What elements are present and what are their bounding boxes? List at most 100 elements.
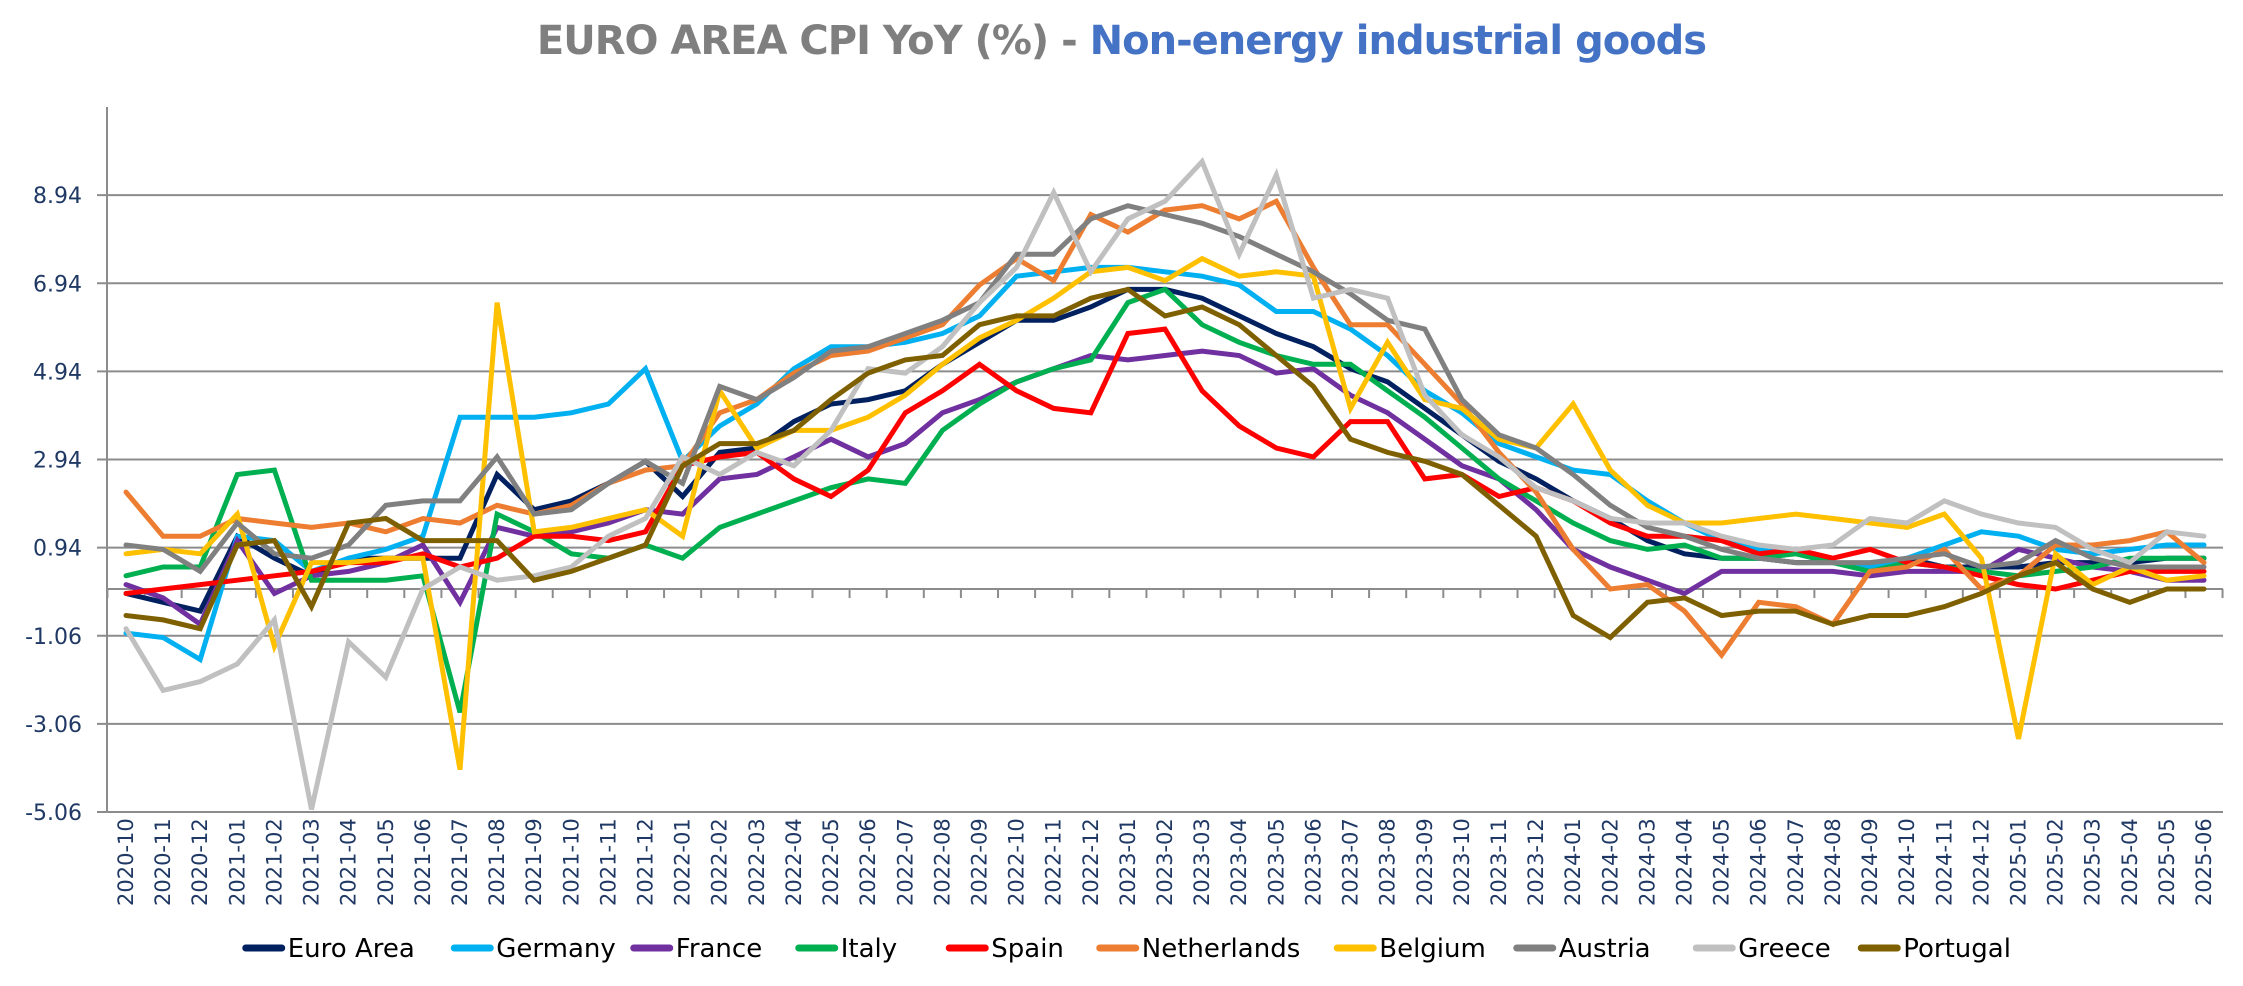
x-tick-label: 2022-12 — [1079, 818, 1103, 906]
x-tick-label: 2023-10 — [1450, 818, 1474, 906]
x-tick-label: 2025-02 — [2044, 818, 2068, 906]
x-tick-label: 2022-02 — [708, 818, 732, 906]
y-tick-label: -3.06 — [25, 713, 82, 738]
x-tick-label: 2023-05 — [1264, 818, 1288, 906]
x-tick-label: 2023-01 — [1116, 818, 1140, 906]
x-tick-label: 2022-04 — [782, 818, 806, 906]
legend-item-portugal[interactable]: Portugal — [1857, 934, 2011, 964]
legend-item-germany[interactable]: Germany — [450, 934, 616, 964]
x-tick-label: 2024-07 — [1784, 818, 1808, 906]
legend-label: Netherlands — [1142, 934, 1301, 964]
x-tick-label: 2024-10 — [1895, 818, 1919, 906]
x-tick-label: 2021-09 — [522, 818, 546, 906]
x-tick-label: 2020-11 — [151, 818, 175, 906]
legend-label: Austria — [1559, 934, 1651, 964]
chart-title: EURO AREA CPI YoY (%) - Non-energy indus… — [0, 18, 2243, 64]
legend: Euro Area Germany France Italy Spain Netherla… — [242, 934, 2011, 964]
x-tick-label: 2024-04 — [1673, 818, 1697, 906]
x-tick-label: 2021-02 — [262, 818, 286, 906]
legend-label: Greece — [1738, 934, 1831, 964]
x-tick-label: 2022-08 — [930, 818, 954, 906]
x-tick-label: 2024-03 — [1635, 818, 1659, 906]
x-tick-label: 2022-09 — [967, 818, 991, 906]
x-tick-label: 2022-05 — [819, 818, 843, 906]
legend-item-austria[interactable]: Austria — [1513, 934, 1651, 964]
legend-label: France — [676, 934, 762, 964]
x-tick-label: 2023-12 — [1524, 818, 1548, 906]
series-line-greece — [123, 157, 2207, 810]
y-tick-label: 4.94 — [33, 360, 82, 385]
x-tick-label: 2023-03 — [1190, 818, 1214, 906]
legend-label: Belgium — [1379, 934, 1486, 964]
legend-item-france[interactable]: France — [630, 934, 762, 964]
x-tick-label: 2022-01 — [671, 818, 695, 906]
x-tick-label: 2024-08 — [1821, 818, 1845, 906]
x-tick-label: 2022-11 — [1042, 818, 1066, 906]
x-tick-label: 2021-12 — [634, 818, 658, 906]
x-tick-label: 2023-04 — [1227, 818, 1251, 906]
legend-label: Portugal — [1903, 934, 2011, 964]
series-lines — [123, 157, 2207, 810]
x-tick-label: 2021-08 — [485, 818, 509, 906]
x-tick-label: 2020-10 — [114, 818, 138, 906]
x-tick-label: 2025-05 — [2155, 818, 2179, 906]
legend-item-belgium[interactable]: Belgium — [1333, 934, 1486, 964]
x-tick-label: 2021-11 — [596, 818, 620, 906]
x-tick-label: 2024-12 — [1969, 818, 1993, 906]
x-tick-label: 2023-06 — [1301, 818, 1325, 906]
x-tick-label: 2021-07 — [448, 818, 472, 906]
series-line-italy — [123, 286, 2207, 714]
y-tick-label: 8.94 — [33, 184, 82, 209]
x-tick-label: 2024-01 — [1561, 818, 1585, 906]
series-line-spain — [123, 326, 2207, 596]
legend-item-euro-area[interactable]: Euro Area — [242, 934, 415, 964]
x-tick-label: 2021-03 — [300, 818, 324, 906]
x-tick-label: 2022-06 — [856, 818, 880, 906]
x-tick-label: 2021-01 — [225, 818, 249, 906]
series-line-netherlands — [123, 198, 2207, 660]
legend-item-greece[interactable]: Greece — [1692, 934, 1831, 964]
x-tick-label: 2021-10 — [559, 818, 583, 906]
x-tick-label: 2021-05 — [374, 818, 398, 906]
x-tick-label: 2023-07 — [1339, 818, 1363, 906]
series-line-france — [123, 348, 2207, 629]
x-tick-label: 2021-06 — [411, 818, 435, 906]
legend-item-spain[interactable]: Spain — [945, 934, 1064, 964]
x-tick-label: 2023-11 — [1487, 818, 1511, 906]
legend-label: Spain — [991, 934, 1064, 964]
legend-label: Euro Area — [288, 934, 415, 964]
legend-item-netherlands[interactable]: Netherlands — [1096, 934, 1301, 964]
chart-title-subtitle: Non-energy industrial goods — [1089, 18, 1707, 64]
axes — [106, 107, 2224, 812]
gridlines — [97, 194, 2223, 813]
x-tick-label: 2024-11 — [1932, 818, 1956, 906]
x-tick-label: 2024-02 — [1598, 818, 1622, 906]
x-tick-label: 2023-02 — [1153, 818, 1177, 906]
series-line-belgium — [123, 255, 2207, 771]
x-axis-ticks: 2020-10 2020-11 2020-12 2021-01 2021-02 2021-… — [114, 818, 2216, 906]
x-tick-label: 2021-04 — [337, 818, 361, 906]
legend-label: Italy — [841, 934, 897, 964]
x-tick-label: 2025-06 — [2192, 818, 2216, 906]
x-tick-label: 2022-07 — [893, 818, 917, 906]
y-tick-label: 0.94 — [33, 537, 82, 562]
x-tick-label: 2024-09 — [1858, 818, 1882, 906]
x-tick-label: 2020-12 — [188, 818, 212, 906]
legend-item-italy[interactable]: Italy — [795, 934, 897, 964]
y-axis-ticks: 8.94 6.94 4.94 2.94 0.94 -1.06 -3.06 -5.06 — [25, 184, 82, 826]
x-tick-label: 2024-06 — [1747, 818, 1771, 906]
y-tick-label: -5.06 — [25, 801, 82, 826]
series-line-germany — [123, 264, 2207, 664]
y-tick-label: -1.06 — [25, 625, 82, 650]
x-tick-label: 2022-03 — [745, 818, 769, 906]
series-line-portugal — [123, 286, 2207, 641]
y-tick-label: 2.94 — [33, 449, 82, 474]
legend-label: Germany — [496, 934, 616, 964]
x-tick-label: 2024-05 — [1710, 818, 1734, 906]
x-tick-label: 2025-03 — [2081, 818, 2105, 906]
x-tick-label: 2025-04 — [2118, 818, 2142, 906]
x-tick-label: 2023-08 — [1376, 818, 1400, 906]
chart-title-main: EURO AREA CPI YoY (%) - — [536, 18, 1090, 64]
x-tick-label: 2023-09 — [1413, 818, 1437, 906]
